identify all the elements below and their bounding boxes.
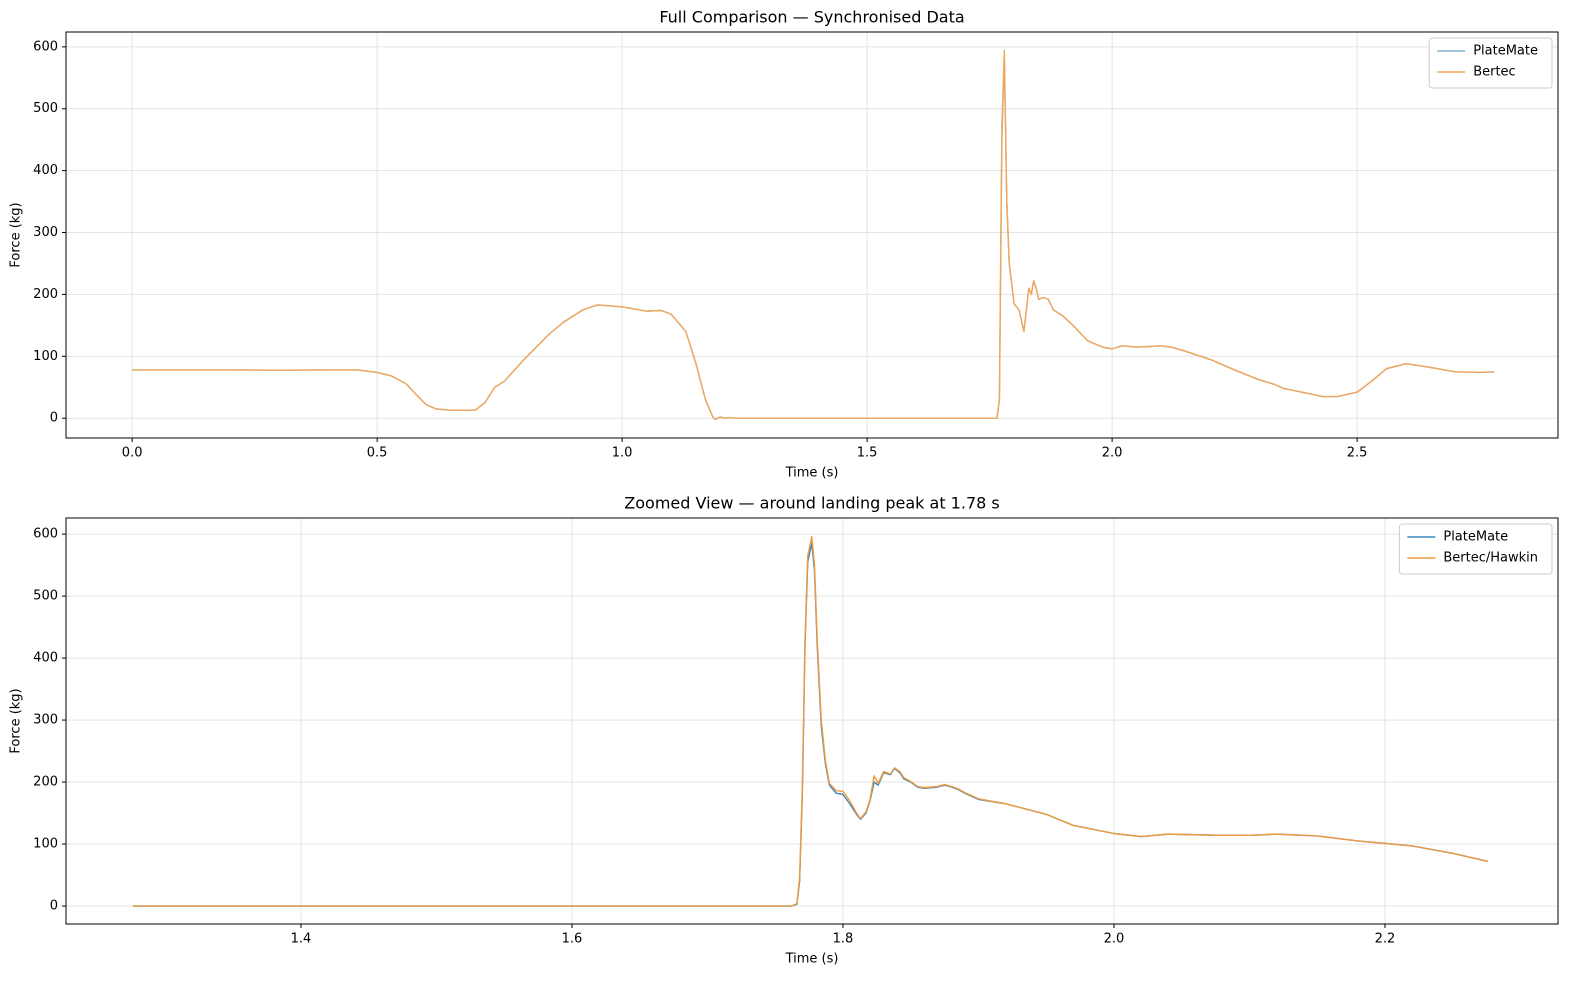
x-tick-label: 1.4 <box>291 932 312 947</box>
chart-title: Zoomed View — around landing peak at 1.7… <box>624 494 999 513</box>
x-tick-label: 2.0 <box>1102 446 1123 461</box>
x-tick-label: 1.8 <box>833 932 854 947</box>
plot-frame <box>65 31 1559 439</box>
y-tick-label: 100 <box>33 349 58 364</box>
data-line <box>132 542 1489 907</box>
data-line <box>132 49 1495 421</box>
y-tick-label: 100 <box>33 837 58 852</box>
x-tick-label: 1.6 <box>562 932 583 947</box>
legend: PlateMate Bertec/Hawkin <box>1398 523 1553 575</box>
legend-label: PlateMate <box>1473 44 1538 59</box>
data-line <box>132 535 1489 907</box>
x-tick-label: 1.5 <box>857 446 878 461</box>
x-tick-label: 0.0 <box>122 446 143 461</box>
x-axis-label: Time (s) <box>785 466 839 481</box>
y-tick-label: 600 <box>33 39 58 54</box>
x-tick-label: 2.0 <box>1104 932 1125 947</box>
x-tick-label: 2.2 <box>1375 932 1396 947</box>
plot-frame <box>65 517 1559 925</box>
legend-label: PlateMate <box>1443 530 1508 545</box>
y-tick-label: 200 <box>33 775 58 790</box>
y-tick-label: 400 <box>33 651 58 666</box>
x-axis-label: Time (s) <box>785 952 839 967</box>
data-line <box>132 55 1495 421</box>
x-tick-label: 0.5 <box>367 446 388 461</box>
y-tick-label: 0 <box>50 411 58 426</box>
y-tick-label: 0 <box>50 899 58 914</box>
y-axis-label: Force (kg) <box>9 688 24 753</box>
legend-box <box>1398 523 1553 575</box>
chart-title: Full Comparison — Synchronised Data <box>659 8 964 27</box>
x-tick-label: 1.0 <box>612 446 633 461</box>
y-tick-label: 400 <box>33 163 58 178</box>
y-tick-label: 500 <box>33 101 58 116</box>
y-tick-label: 300 <box>33 225 58 240</box>
y-tick-label: 200 <box>33 287 58 302</box>
x-tick-label: 2.5 <box>1347 446 1368 461</box>
legend: PlateMate Bertec <box>1428 37 1553 89</box>
y-tick-label: 600 <box>33 527 58 542</box>
legend-label: Bertec <box>1473 65 1516 80</box>
y-tick-label: 300 <box>33 713 58 728</box>
y-tick-label: 500 <box>33 589 58 604</box>
legend-label: Bertec/Hawkin <box>1443 551 1538 566</box>
y-axis-label: Force (kg) <box>9 202 24 267</box>
